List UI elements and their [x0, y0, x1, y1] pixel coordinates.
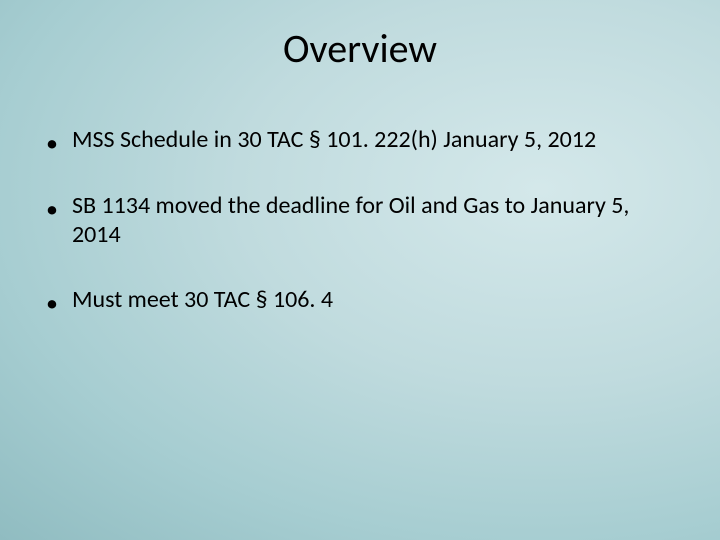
bullet-icon: •: [46, 132, 58, 156]
bullet-icon: •: [46, 292, 58, 316]
bullet-text: MSS Schedule in 30 TAC § 101. 222(h) Jan…: [72, 126, 596, 155]
bullet-icon: •: [46, 198, 58, 222]
bullet-text: SB 1134 moved the deadline for Oil and G…: [72, 192, 666, 250]
bullet-text: Must meet 30 TAC § 106. 4: [72, 286, 333, 315]
list-item: • Must meet 30 TAC § 106. 4: [46, 286, 666, 316]
list-item: • SB 1134 moved the deadline for Oil and…: [46, 192, 666, 250]
slide-title: Overview: [0, 24, 720, 73]
slide: Overview • MSS Schedule in 30 TAC § 101.…: [0, 0, 720, 540]
list-item: • MSS Schedule in 30 TAC § 101. 222(h) J…: [46, 126, 666, 156]
slide-body: • MSS Schedule in 30 TAC § 101. 222(h) J…: [46, 126, 666, 352]
